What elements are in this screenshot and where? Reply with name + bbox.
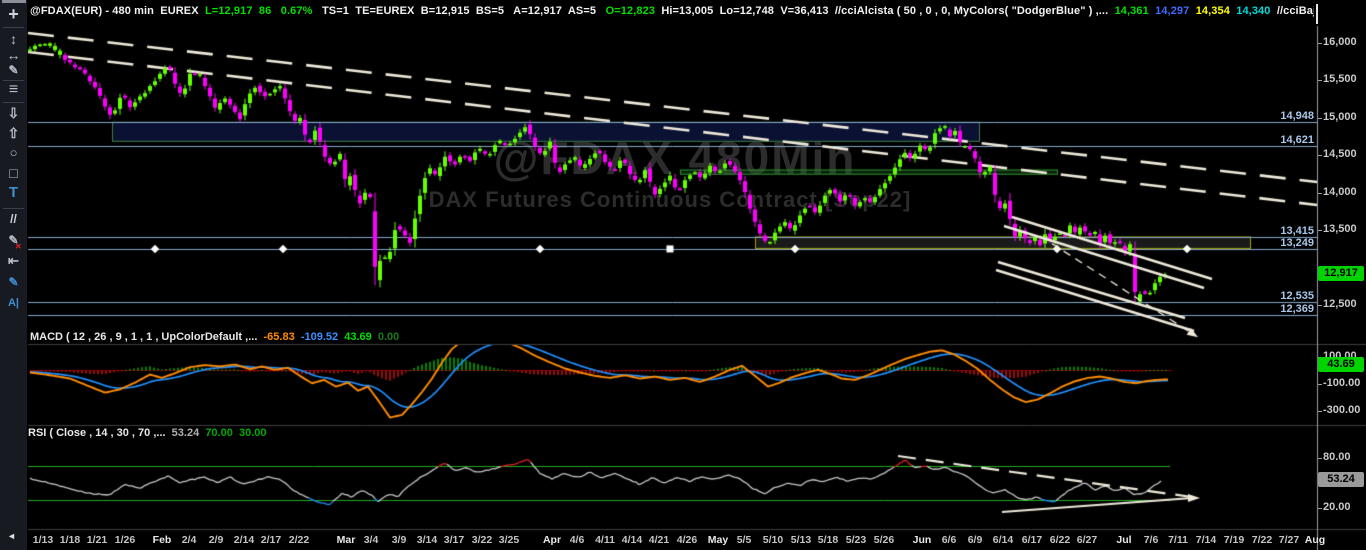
rectangle-tool-icon[interactable]: □: [9, 165, 18, 181]
erase-drawing-tool-icon[interactable]: ✎ ✕: [0, 231, 27, 251]
annotate-tool-icon[interactable]: A|: [7, 297, 20, 309]
scale-horizontal-tool-icon[interactable]: ↔: [6, 47, 21, 63]
goto-start-tool-icon[interactable]: ⇤: [8, 253, 19, 268]
arrow-down-tool-icon[interactable]: ⇩: [7, 105, 20, 121]
arrow-up-tool-icon[interactable]: ⇧: [7, 125, 20, 141]
trendline-tool-icon[interactable]: ✎: [8, 63, 19, 77]
crosshair-tool-icon[interactable]: +: [8, 4, 19, 24]
parallel-lines-tool-icon[interactable]: //: [10, 212, 17, 226]
pen-tool-icon[interactable]: ✎: [8, 275, 19, 289]
toolbar-separator: [3, 27, 24, 28]
ellipse-tool-icon[interactable]: ○: [9, 145, 18, 160]
menu-tool-icon[interactable]: ≡: [8, 81, 19, 98]
toolbar-separator: [3, 102, 24, 103]
drawing-toolbar: + ↕ ↔ ✎ ≡ ⇩ ⇧ ○ □ T//✎ ✕ ⇤ ✎ A|: [0, 0, 27, 550]
scroll-left-icon[interactable]: ◄: [7, 531, 16, 541]
toolbar-top-chip: [2, 0, 26, 3]
scale-vertical-tool-icon[interactable]: ↕: [10, 31, 17, 47]
text-tool-icon[interactable]: T: [8, 184, 19, 201]
erase-x-icon: ✕: [15, 242, 22, 251]
toolbar-separator: [3, 208, 24, 209]
toolbar-separator: [3, 80, 24, 81]
